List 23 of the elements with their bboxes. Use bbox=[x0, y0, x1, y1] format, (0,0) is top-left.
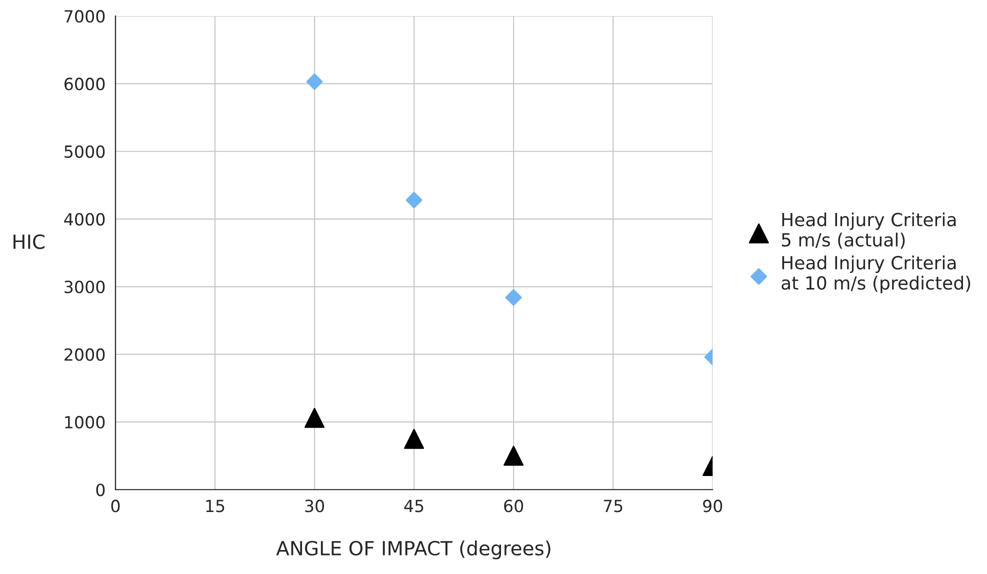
y-tick-label: 6000 bbox=[64, 78, 105, 90]
y-tick-label: 3000 bbox=[64, 280, 105, 294]
y-axis-title: HIC bbox=[14, 234, 45, 250]
x-tick-label: 15 bbox=[206, 500, 224, 512]
y-tick-label: 4000 bbox=[64, 212, 105, 226]
x-tick-label: 0 bbox=[111, 500, 120, 512]
point bbox=[404, 428, 424, 449]
y-tick-label: 2000 bbox=[64, 348, 105, 361]
x-tick-label: 30 bbox=[305, 500, 324, 512]
point bbox=[306, 73, 323, 90]
legend-label: Head Injury Criteria at 10 m/s (predicted) bbox=[782, 256, 970, 294]
x-tick-label: 45 bbox=[404, 500, 424, 512]
point bbox=[406, 192, 422, 208]
legend-label: Head Injury Criteria 5 m/s (actual) bbox=[782, 212, 956, 249]
y-tick-label: 7000 bbox=[64, 10, 105, 23]
x-tick-label: 90 bbox=[703, 500, 722, 512]
y-tick-label: 0 bbox=[96, 484, 105, 496]
x-axis-title: ANGLE OF IMPACT (degrees) bbox=[276, 540, 550, 560]
point bbox=[304, 408, 325, 428]
x-tick-label: 75 bbox=[604, 500, 622, 512]
y-tick-label: 5000 bbox=[64, 145, 105, 158]
y-tick-label: 1000 bbox=[65, 416, 105, 429]
x-tick-label: 60 bbox=[504, 500, 524, 512]
